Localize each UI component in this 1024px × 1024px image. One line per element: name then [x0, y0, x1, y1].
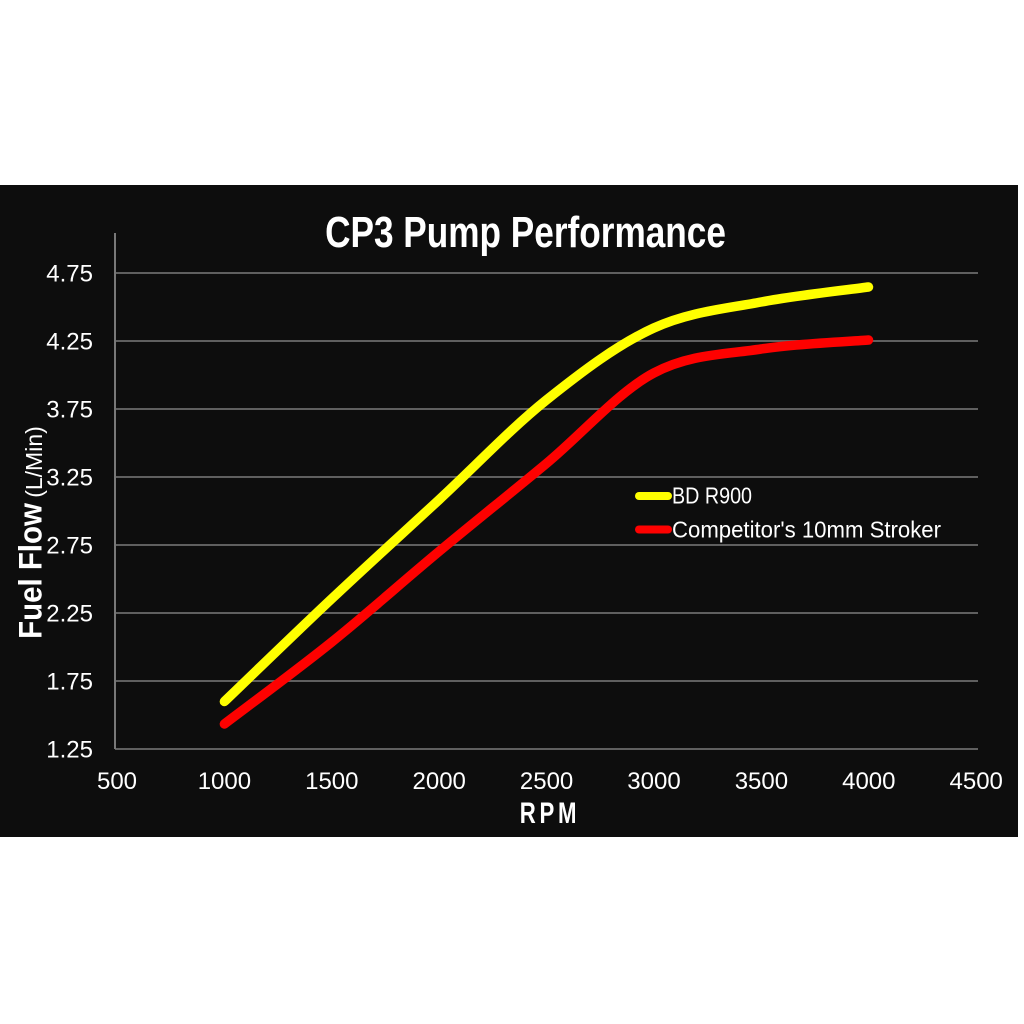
svg-text:2500: 2500 [520, 768, 573, 795]
svg-text:2.25: 2.25 [46, 601, 93, 628]
svg-text:3500: 3500 [735, 768, 788, 795]
svg-text:3000: 3000 [627, 768, 680, 795]
svg-text:RPM: RPM [520, 796, 580, 830]
svg-text:1000: 1000 [198, 768, 251, 795]
svg-text:CP3 Pump Performance: CP3 Pump Performance [325, 208, 726, 257]
svg-text:Fuel Flow: Fuel Flow [12, 503, 48, 639]
svg-text:(L/Min): (L/Min) [21, 426, 47, 498]
svg-text:2.75: 2.75 [46, 533, 93, 560]
svg-text:4.25: 4.25 [46, 329, 93, 356]
svg-text:1.25: 1.25 [46, 737, 93, 764]
svg-text:3.25: 3.25 [46, 465, 93, 492]
svg-text:3.75: 3.75 [46, 397, 93, 424]
svg-text:4000: 4000 [842, 768, 895, 795]
svg-text:4500: 4500 [950, 768, 1003, 795]
svg-text:500: 500 [97, 768, 137, 795]
svg-text:2000: 2000 [413, 768, 466, 795]
svg-text:Competitor's 10mm Stroker: Competitor's 10mm Stroker [672, 517, 941, 543]
svg-text:4.75: 4.75 [46, 261, 93, 288]
svg-text:1.75: 1.75 [46, 669, 93, 696]
svg-text:BD R900: BD R900 [672, 483, 752, 509]
svg-text:1500: 1500 [305, 768, 358, 795]
